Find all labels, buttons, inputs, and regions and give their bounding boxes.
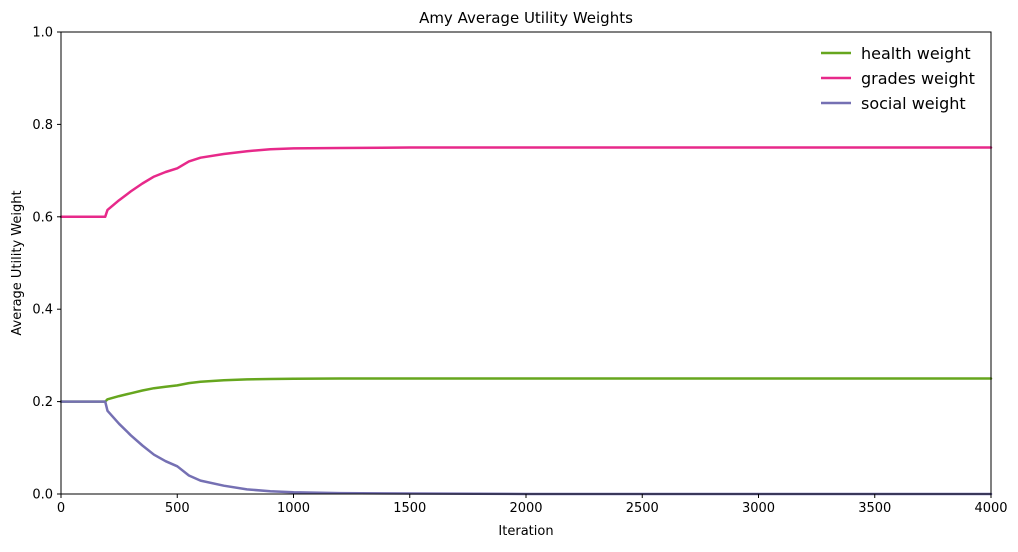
series-line-1	[59, 146, 993, 219]
series-line-0	[59, 377, 993, 403]
legend: health weight grades weight social weight	[821, 44, 975, 113]
y-tick-label: 0.8	[32, 118, 53, 133]
x-tick-label: 2000	[509, 501, 542, 516]
legend-label-1: grades weight	[861, 69, 975, 88]
y-tick-label: 0.2	[32, 395, 53, 410]
y-tick-label: 0.6	[32, 210, 53, 225]
y-tick-label: 0.4	[32, 303, 53, 318]
y-tick-label: 0.0	[32, 488, 53, 503]
y-axis-label: Average Utility Weight	[10, 190, 25, 335]
series-line-2	[59, 400, 993, 496]
x-tick-label: 4000	[974, 501, 1007, 516]
y-tick-label: 1.0	[32, 26, 53, 41]
x-tick-label: 3000	[742, 501, 775, 516]
x-tick-label: 1000	[277, 501, 310, 516]
series-group	[59, 146, 993, 496]
plot-area	[61, 32, 991, 494]
plot-background	[61, 32, 991, 494]
x-tick-label: 3500	[858, 501, 891, 516]
x-tick-label: 500	[165, 501, 190, 516]
legend-label-2: social weight	[861, 94, 966, 113]
legend-label-0: health weight	[861, 44, 971, 63]
chart-title: Amy Average Utility Weights	[419, 9, 633, 27]
x-tick-label: 2500	[626, 501, 659, 516]
x-tick-label: 1500	[393, 501, 426, 516]
x-tick-label: 0	[57, 501, 65, 516]
x-axis-label: Iteration	[498, 524, 553, 539]
axes-group: 0 500 1000 1500 2000 2500 3000 3500 4000 0.0 0.2 0.…	[32, 26, 1007, 517]
